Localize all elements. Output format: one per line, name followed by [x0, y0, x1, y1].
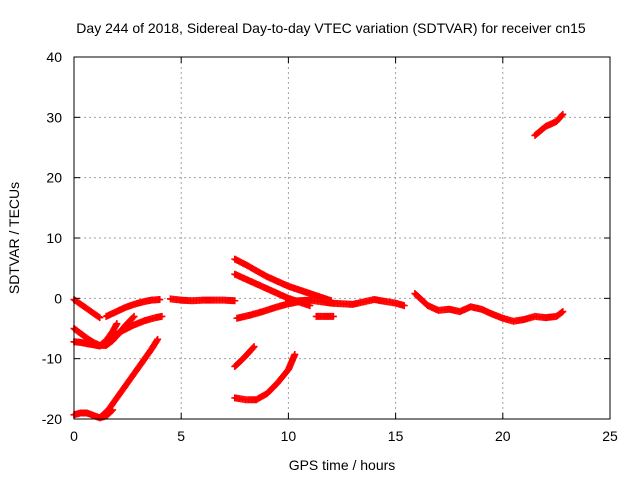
y-axis-label: SDTVAR / TECUs — [6, 182, 22, 294]
x-tick-label: 15 — [388, 428, 404, 444]
x-tick-label: 25 — [602, 428, 618, 444]
x-tick-label: 5 — [177, 428, 185, 444]
y-tick-label: 40 — [46, 49, 62, 65]
y-tick-label: 10 — [46, 230, 62, 246]
chart-title: Day 244 of 2018, Sidereal Day-to-day VTE… — [76, 20, 586, 36]
series-arc-15 — [313, 313, 337, 320]
chart-background — [0, 0, 640, 480]
y-tick-label: 30 — [46, 109, 62, 125]
x-tick-label: 0 — [70, 428, 78, 444]
y-tick-label: 0 — [54, 290, 62, 306]
y-tick-label: -10 — [42, 351, 62, 367]
x-tick-label: 10 — [281, 428, 297, 444]
y-tick-label: 20 — [46, 170, 62, 186]
y-tick-label: -20 — [42, 411, 62, 427]
sdtvar-chart: Day 244 of 2018, Sidereal Day-to-day VTE… — [0, 0, 640, 480]
x-tick-label: 20 — [495, 428, 511, 444]
x-axis-label: GPS time / hours — [289, 457, 396, 473]
